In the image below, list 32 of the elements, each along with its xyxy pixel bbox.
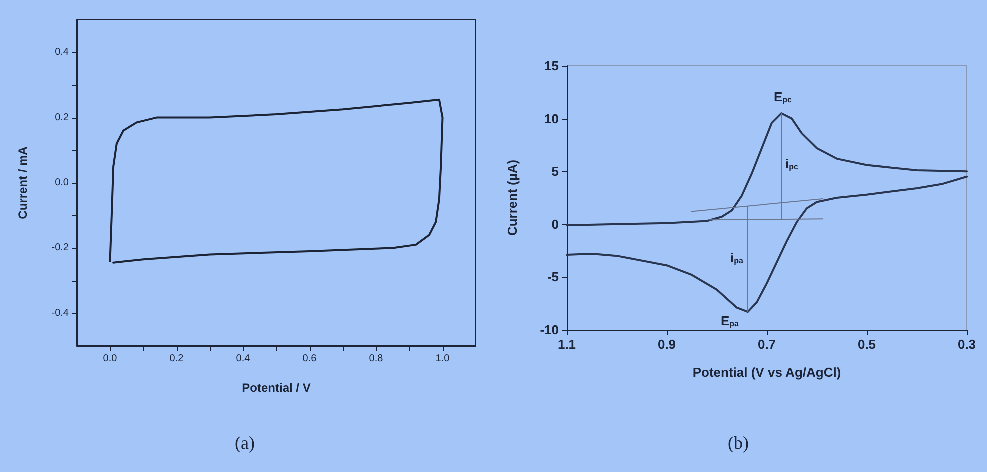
- y-tick-label: 0.2: [55, 112, 70, 124]
- x-tick-label: 0.0: [103, 354, 118, 364]
- x-tick-label: 1.0: [436, 354, 450, 364]
- text: (b): [728, 433, 750, 453]
- y-tick-label: -5: [547, 270, 559, 285]
- x-axis-title: Potential (V vs Ag/AgCl): [692, 365, 842, 380]
- x-tick-label: 0.2: [170, 354, 184, 364]
- y-tick-label: 0.4: [55, 47, 70, 58]
- x-tick-label: 0.9: [658, 337, 676, 352]
- x-tick-label: 0.4: [236, 354, 251, 364]
- annotation: ipc: [786, 156, 800, 172]
- y-tick-label: 15: [544, 58, 559, 74]
- x-axis-title: Potential / V: [242, 381, 311, 395]
- y-axis-title: Current / mA: [16, 146, 30, 220]
- annotation: ipa: [730, 250, 744, 266]
- y-tick-label: -0.2: [52, 242, 70, 254]
- y-tick-label: -0.4: [52, 308, 70, 319]
- annotation: Epc: [774, 90, 793, 104]
- y-tick-label: 10: [544, 111, 559, 126]
- x-tick-label: 0.5: [858, 337, 876, 352]
- text: (a): [235, 433, 255, 453]
- x-tick-label: 0.3: [958, 337, 976, 352]
- y-tick-label: 0: [552, 216, 559, 232]
- y-tick-label: 5: [552, 164, 559, 180]
- y-axis-title: Current (µA): [505, 160, 520, 236]
- y-tick-label: 0.0: [55, 178, 70, 188]
- x-tick-label: 0.7: [758, 337, 776, 352]
- x-tick-label: 1.1: [558, 337, 576, 352]
- annotation: Epa: [720, 314, 740, 328]
- x-tick-label: 0.6: [302, 354, 318, 364]
- y-tick-label: -10: [540, 322, 559, 338]
- x-tick-label: 0.8: [369, 354, 384, 364]
